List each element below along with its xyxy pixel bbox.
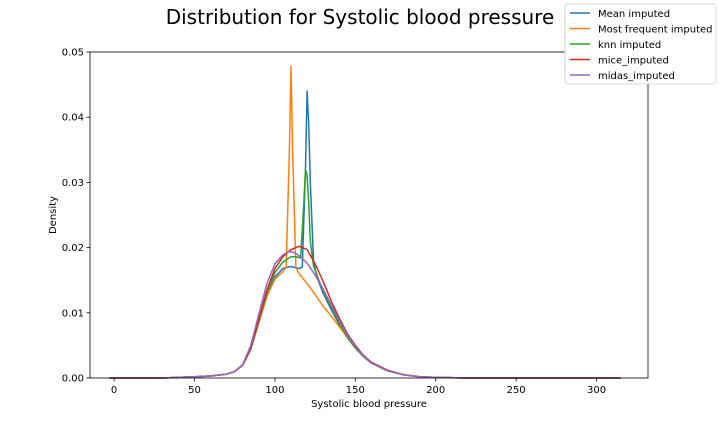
y-tick-label: 0.03 [62,178,84,189]
series-line-midas-imputed [109,250,621,379]
y-tick-label: 0.05 [62,48,84,59]
series-layer [109,65,621,379]
y-tick-label: 0.04 [62,113,84,124]
x-tick-label: 100 [265,385,284,396]
x-axis-label: Systolic blood pressure [311,399,427,410]
plot-frame [89,51,649,379]
series-line-knn-imputed [109,168,621,379]
series-line-most-frequent-imputed [109,65,621,379]
legend-label: Most frequent imputed [598,25,713,36]
y-axis-label: Density [48,196,59,234]
y-tick-label: 0.02 [62,243,84,254]
x-tick-label: 150 [346,385,365,396]
x-tick-label: 50 [188,385,201,396]
legend-items: Mean imputed Most frequent imputed knn imp… [570,9,713,82]
legend: Mean imputed Most frequent imputed knn imp… [564,3,717,85]
legend-label: midas_imputed [598,71,675,82]
y-axis: 0.00 0.01 0.02 0.03 0.04 0.05 [62,48,90,385]
x-tick-label: 0 [111,385,117,396]
x-tick-label: 300 [587,385,606,396]
x-tick-label: 200 [426,385,445,396]
x-tick-label: 250 [507,385,526,396]
legend-label: Mean imputed [598,9,670,20]
x-axis: 0 50 100 150 200 250 300 [111,378,606,396]
legend-label: knn imputed [598,40,661,51]
legend-box [564,3,717,85]
series-line-mean-imputed [109,90,621,379]
legend-label: mice_imputed [598,56,669,67]
chart-title: Distribution for Systolic blood pressure [166,5,555,29]
y-tick-label: 0.00 [62,374,84,385]
y-tick-label: 0.01 [62,308,84,319]
